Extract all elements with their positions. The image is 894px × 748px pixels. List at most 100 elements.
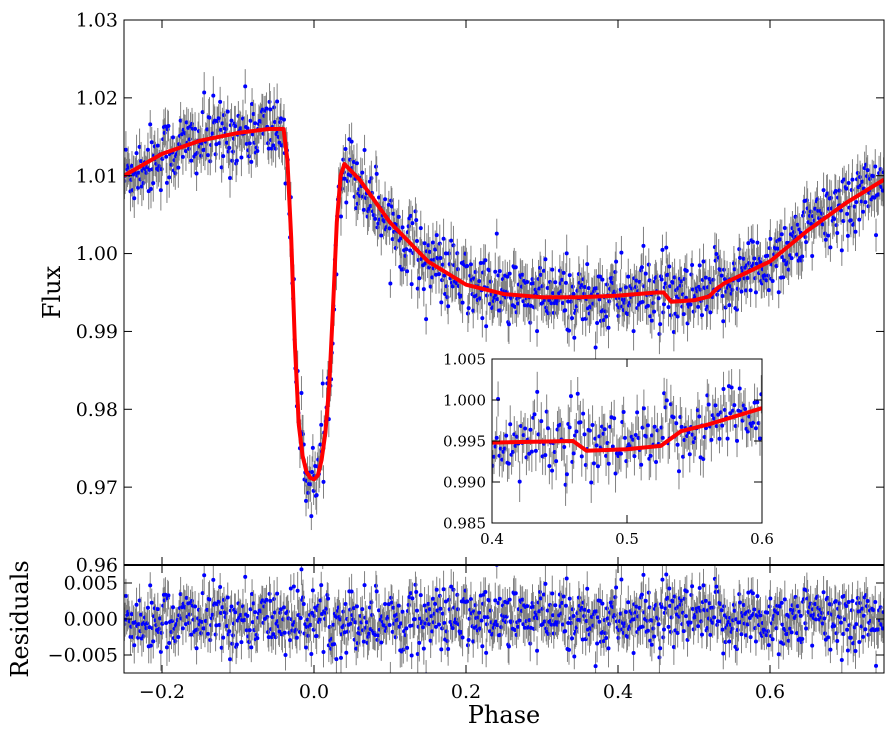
data-point: [551, 310, 556, 315]
data-point: [669, 615, 674, 620]
data-point: [202, 90, 207, 95]
data-point: [585, 262, 590, 267]
data-point: [390, 629, 395, 634]
data-point: [228, 657, 233, 662]
data-point: [323, 610, 328, 615]
data-point: [664, 398, 669, 403]
data-point: [311, 627, 316, 632]
data-point: [266, 630, 271, 635]
data-point: [446, 304, 451, 309]
data-point: [707, 276, 712, 281]
data-point: [594, 286, 599, 291]
data-point: [786, 638, 791, 643]
data-point: [167, 175, 172, 180]
data-point: [247, 628, 252, 633]
data-point: [705, 626, 710, 631]
data-point: [703, 275, 708, 280]
y-axis-label-flux: Flux: [38, 265, 66, 319]
data-point: [451, 243, 456, 248]
data-point: [414, 608, 419, 613]
data-point: [548, 618, 553, 623]
data-point: [782, 597, 787, 602]
data-point: [264, 106, 269, 111]
data-point: [427, 607, 432, 612]
data-point: [264, 597, 269, 602]
main-axis-ticks: 0.96 0.97 0.98 0.99 1.00 1.01 1.02 1.03: [76, 10, 884, 577]
data-point: [663, 606, 668, 611]
data-point: [659, 605, 664, 610]
data-point: [164, 154, 169, 159]
data-point: [625, 311, 630, 316]
data-point: [613, 595, 618, 600]
data-point: [145, 147, 150, 152]
data-point: [364, 620, 369, 625]
data-point: [239, 640, 244, 645]
data-point: [265, 614, 270, 619]
data-point: [349, 589, 354, 594]
data-point: [250, 132, 255, 137]
data-point: [744, 288, 749, 293]
data-point: [440, 262, 445, 267]
data-point: [354, 646, 359, 651]
data-point: [759, 392, 762, 397]
data-point: [186, 621, 191, 626]
data-point: [648, 314, 653, 319]
data-point: [631, 650, 636, 655]
data-point: [498, 308, 503, 313]
data-point: [369, 176, 374, 181]
data-point: [487, 598, 492, 603]
data-point: [488, 279, 493, 284]
data-point: [586, 608, 591, 613]
data-point: [844, 186, 849, 191]
data-point: [351, 606, 356, 611]
data-point: [160, 621, 165, 626]
data-point: [697, 263, 702, 268]
data-point: [505, 600, 510, 605]
data-point: [496, 273, 501, 278]
data-point: [572, 654, 577, 659]
data-point: [244, 141, 249, 146]
data-point: [737, 386, 742, 391]
data-point: [720, 423, 725, 428]
data-point: [459, 293, 464, 298]
data-point: [647, 278, 652, 283]
data-point: [741, 602, 746, 607]
data-point: [421, 625, 426, 630]
data-point: [788, 607, 793, 612]
data-point: [550, 267, 555, 272]
data-point: [484, 324, 489, 329]
data-point: [795, 222, 800, 227]
data-point: [499, 625, 504, 630]
data-point: [570, 607, 575, 612]
data-point: [767, 246, 772, 251]
data-point: [391, 605, 396, 610]
data-point: [586, 286, 591, 291]
data-point: [621, 409, 626, 414]
data-point: [199, 153, 204, 158]
data-point: [517, 618, 522, 623]
data-point: [665, 272, 670, 277]
data-point: [487, 301, 492, 306]
data-point: [672, 275, 677, 280]
data-point: [389, 595, 394, 600]
data-point: [433, 624, 438, 629]
data-point: [406, 602, 411, 607]
data-point: [426, 243, 431, 248]
data-point: [147, 167, 152, 172]
data-point: [735, 438, 740, 443]
data-point: [684, 295, 689, 300]
data-point: [441, 236, 446, 241]
data-point: [288, 638, 293, 643]
data-point: [610, 444, 615, 449]
data-point: [498, 632, 503, 637]
data-point: [468, 262, 473, 267]
data-point: [595, 320, 600, 325]
data-point: [210, 612, 215, 617]
data-point: [535, 648, 540, 653]
data-point: [730, 626, 735, 631]
data-point: [556, 298, 561, 303]
data-point: [272, 119, 277, 124]
data-point: [407, 594, 412, 599]
data-point: [820, 611, 825, 616]
data-point: [250, 591, 255, 596]
